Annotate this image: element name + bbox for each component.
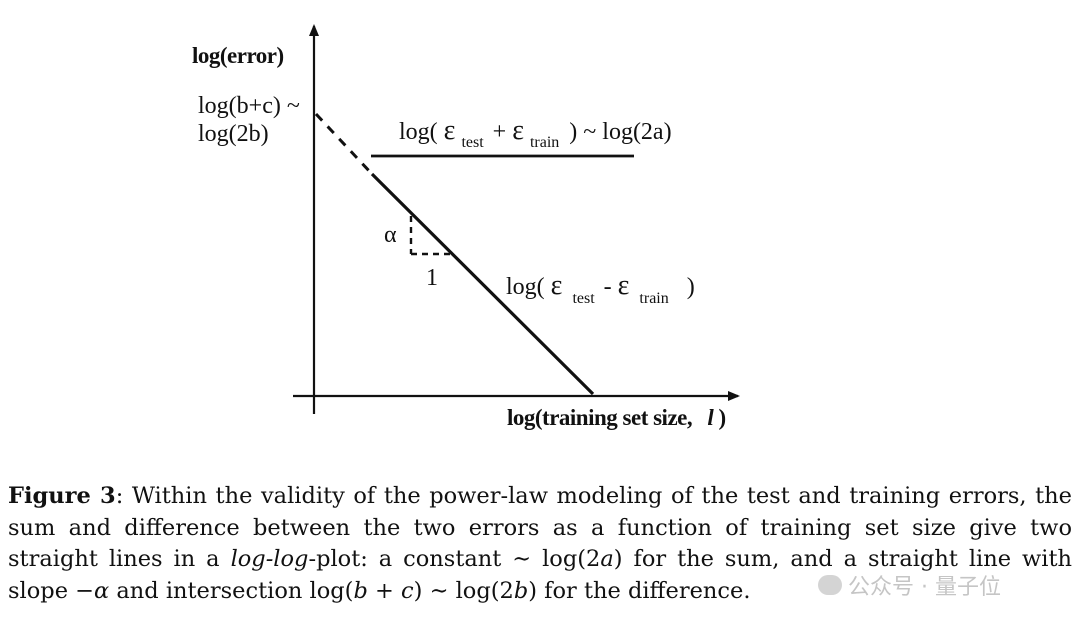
power-law-diagram: log(error) log(training set size, l ) lo… bbox=[192, 24, 740, 430]
diff-label-minus: - bbox=[604, 274, 612, 300]
difference-line bbox=[370, 172, 595, 396]
slope-run-label: 1 bbox=[426, 265, 438, 291]
sum-label-sub1: test bbox=[461, 134, 484, 151]
caption-italic-term: log-log bbox=[230, 546, 309, 572]
caption-var-c: c bbox=[401, 577, 414, 604]
caption-text-3: ) for the sum, and a straight line with … bbox=[8, 546, 1072, 604]
intercept-label-line1: log(b+c) ~ bbox=[198, 93, 300, 119]
y-axis-title: log(error) bbox=[192, 43, 284, 68]
caption-text-2: -plot: a constant ∼ log(2 bbox=[308, 546, 601, 572]
difference-line-extrapolation bbox=[314, 112, 374, 176]
sum-label-plus: + bbox=[493, 119, 507, 145]
diff-label-eps1: ε bbox=[551, 270, 563, 301]
difference-line-label: log( ε test - ε train ) bbox=[506, 270, 695, 309]
x-axis-title: log(training set size, l ) bbox=[507, 405, 726, 430]
x-axis-symbol: l bbox=[707, 405, 714, 430]
caption-figure-label: Figure 3 bbox=[8, 483, 116, 509]
watermark-text: 公众号 · 量子位 bbox=[848, 575, 1001, 600]
diff-label-suffix: ) bbox=[687, 274, 695, 300]
figure-caption: Figure 3: Within the validity of the pow… bbox=[8, 481, 1072, 607]
sum-label-suffix: ) ~ log(2a) bbox=[569, 119, 671, 145]
caption-text-4: and intersection log( bbox=[109, 577, 354, 604]
slope-rise-label: α bbox=[384, 222, 397, 248]
diff-label-sub1: test bbox=[572, 290, 595, 307]
x-axis-title-text: log(training set size, bbox=[507, 405, 692, 430]
sum-label-eps1: ε bbox=[444, 115, 456, 146]
sum-label-sub2: train bbox=[530, 134, 559, 151]
watermark: 公众号 · 量子位 bbox=[818, 569, 1001, 601]
diff-label-prefix: log( bbox=[506, 274, 545, 300]
x-axis-close-paren: ) bbox=[719, 405, 726, 430]
caption-text-1: : Within the validity of the power-law m… bbox=[8, 483, 1072, 572]
caption-var-b1: b bbox=[353, 577, 368, 604]
caption-text-7: ) for the difference. bbox=[528, 577, 751, 604]
caption-var-b2: b bbox=[513, 577, 529, 604]
sum-label-prefix: log( bbox=[399, 119, 438, 145]
diff-label-eps2: ε bbox=[618, 270, 630, 301]
caption-var-a: a bbox=[600, 546, 614, 572]
wechat-icon bbox=[818, 575, 842, 595]
caption-var-alpha: α bbox=[94, 577, 110, 604]
diff-label-sub2: train bbox=[639, 290, 668, 307]
intercept-label-line2: log(2b) bbox=[198, 121, 269, 147]
caption-text-6: ) ∼ log(2 bbox=[413, 577, 514, 604]
caption-text-5: + bbox=[367, 577, 402, 604]
sum-label-eps2: ε bbox=[512, 115, 524, 146]
sum-line-label: log( ε test + ε train ) ~ log(2a) bbox=[399, 115, 672, 153]
